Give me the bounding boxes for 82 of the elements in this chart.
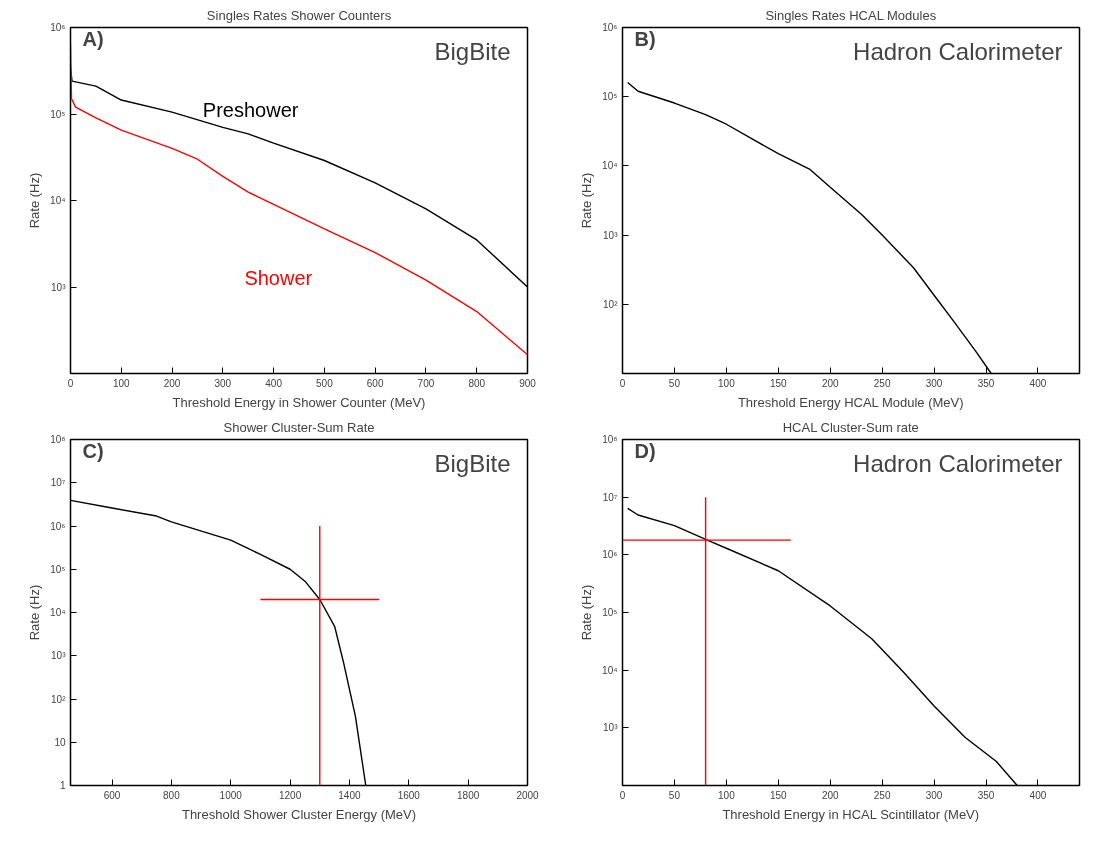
x-tick-label: 100 — [112, 377, 131, 389]
x-tick-label: 300 — [925, 377, 943, 389]
annotation: D) — [634, 439, 656, 462]
y-tick-label: 10⁷ — [50, 477, 66, 489]
chart-title: Shower Cluster-Sum Rate — [223, 419, 375, 435]
annotation: BigBite — [434, 37, 511, 65]
y-axis-title: Rate (Hz) — [579, 172, 595, 229]
x-axis-title: Threshold Energy in HCAL Scintillator (MeV) — [722, 806, 980, 822]
x-tick-label: 400 — [1029, 377, 1047, 389]
y-tick-label: 10⁴ — [50, 607, 66, 618]
chart-title: Singles Rates Shower Counters — [206, 7, 392, 23]
x-tick-label: 1600 — [397, 789, 421, 801]
annotation: Hadron Calorimeter — [853, 37, 1063, 65]
y-axis-title: Rate (Hz) — [579, 584, 595, 641]
annotation: C) — [82, 439, 104, 462]
x-tick-label: 400 — [265, 377, 283, 389]
y-tick-label: 10⁴ — [602, 160, 618, 172]
chart-title: HCAL Cluster-Sum rate — [782, 419, 919, 435]
x-tick-label: 1800 — [457, 789, 480, 801]
y-tick-label: 10³ — [51, 281, 67, 293]
x-tick-label: 100 — [718, 377, 736, 389]
x-tick-label: 200 — [821, 377, 840, 389]
x-tick-label: 1000 — [219, 789, 243, 801]
series-label: Shower — [244, 266, 313, 289]
x-tick-label: 1200 — [278, 789, 302, 801]
y-tick-label: 10² — [51, 693, 67, 705]
x-axis-title: Threshold Energy HCAL Module (MeV) — [737, 394, 964, 410]
series-label: Preshower — [202, 99, 299, 122]
x-tick-label: 0 — [619, 789, 626, 801]
y-tick-label: 1 — [59, 780, 66, 791]
x-tick-label: 50 — [668, 377, 681, 389]
y-tick-label: 10⁵ — [602, 607, 618, 618]
annotation: A) — [82, 27, 104, 50]
y-axis-title: Rate (Hz) — [27, 172, 43, 229]
x-axis-title: Threshold Energy in Shower Counter (MeV) — [172, 394, 426, 410]
x-tick-label: 400 — [1029, 789, 1047, 801]
annotation: Hadron Calorimeter — [853, 449, 1063, 477]
x-tick-label: 0 — [619, 377, 626, 389]
x-tick-label: 900 — [519, 377, 537, 389]
y-tick-label: 10⁵ — [602, 91, 618, 103]
x-tick-label: 100 — [718, 789, 736, 801]
y-tick-label: 10⁴ — [50, 195, 66, 206]
y-axis-title: Rate (Hz) — [27, 584, 43, 641]
x-tick-label: 350 — [977, 789, 995, 801]
x-tick-label: 350 — [977, 377, 995, 389]
x-tick-label: 800 — [468, 377, 486, 389]
y-tick-label: 10⁶ — [602, 22, 618, 33]
y-tick-label: 10² — [603, 298, 619, 310]
x-tick-label: 600 — [366, 377, 384, 389]
x-tick-label: 700 — [417, 377, 435, 389]
y-tick-label: 10⁷ — [602, 491, 618, 503]
y-tick-label: 10⁶ — [50, 22, 66, 33]
x-tick-label: 800 — [163, 789, 181, 801]
y-tick-label: 10³ — [603, 722, 619, 734]
y-tick-label: 10³ — [603, 229, 619, 241]
x-tick-label: 0 — [67, 377, 74, 389]
x-tick-label: 2000 — [516, 789, 540, 801]
x-tick-label: 150 — [769, 789, 788, 801]
y-tick-label: 10⁵ — [50, 108, 66, 120]
x-tick-label: 200 — [821, 789, 840, 801]
annotation: BigBite — [434, 449, 511, 477]
y-tick-label: 10⁸ — [602, 434, 618, 445]
y-tick-label: 10⁵ — [50, 563, 66, 575]
x-tick-label: 150 — [769, 377, 788, 389]
x-tick-label: 250 — [873, 377, 891, 389]
x-tick-label: 250 — [873, 789, 891, 801]
x-axis-title: Threshold Shower Cluster Energy (MeV) — [181, 806, 417, 822]
chart-title: Singles Rates HCAL Modules — [765, 7, 937, 23]
x-tick-label: 200 — [163, 377, 181, 389]
x-tick-label: 1400 — [338, 789, 362, 801]
x-tick-label: 50 — [668, 789, 681, 801]
y-tick-label: 10⁶ — [602, 549, 618, 561]
y-tick-label: 10³ — [51, 650, 67, 662]
y-tick-label: 10⁸ — [50, 434, 66, 445]
x-tick-label: 300 — [214, 377, 232, 389]
y-tick-label: 10⁶ — [50, 520, 66, 532]
x-tick-label: 300 — [925, 789, 943, 801]
x-tick-label: 600 — [103, 789, 121, 801]
y-tick-label: 10⁴ — [602, 664, 618, 676]
annotation: B) — [634, 27, 656, 50]
y-tick-label: 10 — [54, 736, 66, 748]
x-tick-label: 500 — [316, 377, 334, 389]
